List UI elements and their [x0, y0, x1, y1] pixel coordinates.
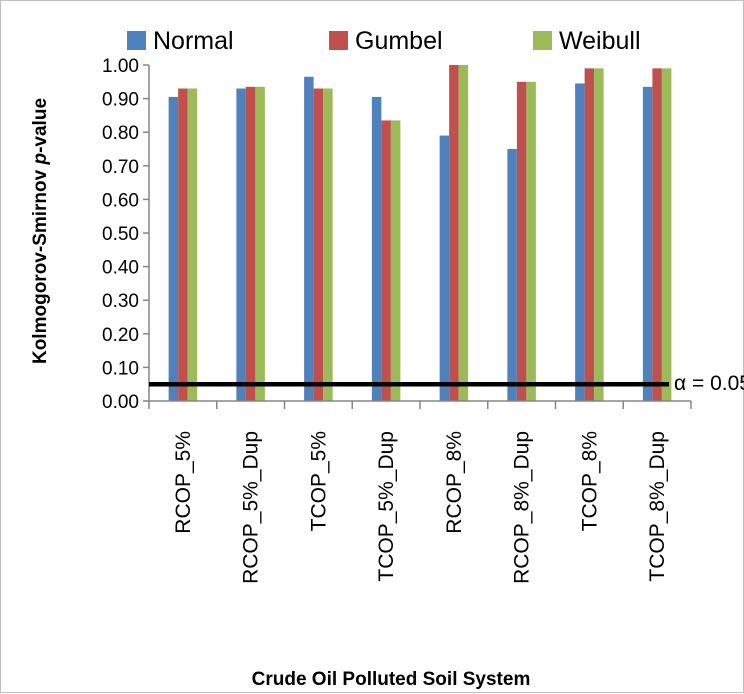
x-category-label: TCOP_5%_Dup: [375, 431, 398, 582]
bar-normal: [168, 96, 179, 402]
bar-weibull: [526, 81, 536, 402]
bar-normal: [642, 86, 653, 401]
y-tick-label: 0.30: [102, 291, 139, 312]
bar-weibull: [187, 88, 198, 402]
legend-label-normal: Normal: [153, 27, 234, 55]
y-tick-label: 0.90: [102, 90, 139, 111]
legend-swatch-normal: [127, 31, 146, 50]
y-tick-label: 0.80: [102, 123, 139, 144]
legend: Normal Gumbel Weibull: [127, 27, 641, 55]
y-tick-label: 0.70: [102, 157, 139, 178]
bar-normal: [439, 135, 450, 401]
y-axis-title: Kolmogorov-Smirnov p-value: [30, 98, 51, 364]
bar-weibull: [661, 68, 672, 402]
y-tick-label: 0.10: [102, 358, 139, 379]
bar-weibull: [458, 65, 469, 401]
x-category-label: TCOP_8%: [578, 431, 601, 531]
y-tick-label: 1.00: [102, 56, 139, 77]
bar-weibull: [390, 120, 401, 401]
bar-gumbel: [381, 120, 391, 401]
y-tick-label: 0.00: [102, 392, 139, 413]
x-category-label: RCOP_8%: [443, 431, 466, 534]
y-tick-label: 0.50: [102, 224, 139, 245]
bar-normal: [575, 83, 585, 401]
x-category-label: RCOP_8%_Dup: [511, 431, 534, 584]
bar-normal: [507, 149, 517, 401]
legend-label-gumbel: Gumbel: [355, 27, 443, 55]
x-category-label: TCOP_5%: [307, 431, 330, 531]
legend-label-weibull: Weibull: [559, 27, 641, 55]
y-axis: 0.00 0.10 0.20 0.30 0.40 0.50 0.60 0.70 0.80 0.90…: [102, 56, 150, 413]
bar-weibull: [323, 88, 333, 402]
x-category-label: RCOP_5%_Dup: [240, 431, 263, 584]
x-category-label: TCOP_8%_Dup: [646, 431, 669, 582]
bar-normal: [304, 76, 314, 401]
bar-gumbel: [449, 65, 459, 401]
x-category-label: RCOP_5%: [172, 431, 195, 534]
reference-line-label: α = 0.05: [674, 372, 744, 395]
bars: [168, 65, 672, 402]
bar-gumbel: [652, 68, 662, 402]
bar-gumbel: [178, 88, 188, 402]
y-tick-label: 0.20: [102, 325, 139, 346]
bar-gumbel: [584, 68, 595, 402]
bar-gumbel: [313, 88, 324, 402]
bar-normal: [236, 88, 246, 402]
bar-weibull: [594, 68, 604, 402]
bar-normal: [371, 96, 382, 402]
bar-weibull: [255, 86, 265, 401]
legend-swatch-gumbel: [329, 31, 348, 50]
legend-swatch-weibull: [533, 31, 552, 50]
y-tick-label: 0.40: [102, 258, 139, 279]
y-tick-label: 0.60: [102, 190, 139, 211]
bar-gumbel: [245, 86, 256, 401]
x-axis: RCOP_5% RCOP_5%_Dup TCOP_5% TCOP_5%_Dup RCOP…: [148, 400, 692, 584]
bar-gumbel: [516, 81, 527, 402]
x-axis-title: Crude Oil Polluted Soil System: [252, 669, 531, 690]
reference-line-group: α = 0.05: [149, 372, 744, 395]
